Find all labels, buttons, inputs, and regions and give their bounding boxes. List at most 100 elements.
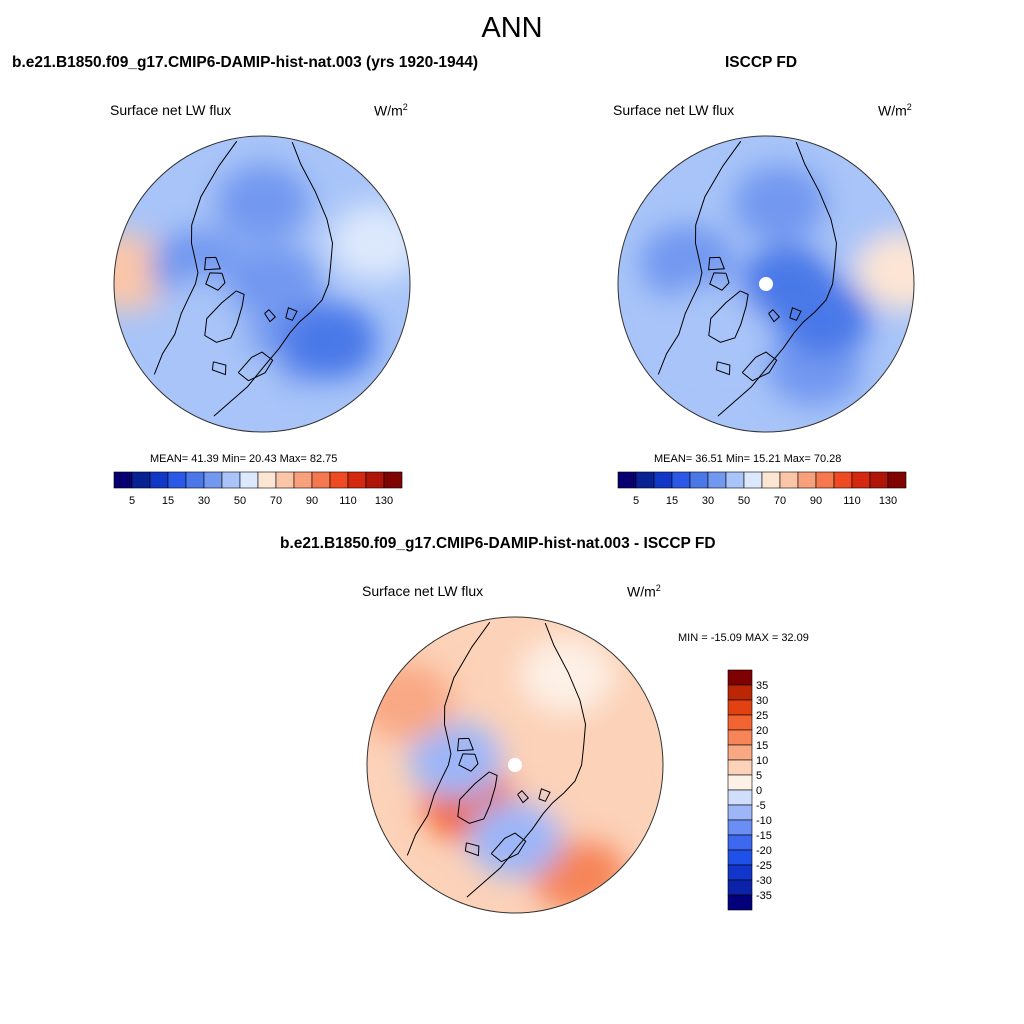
colorbar-swatch xyxy=(167,471,187,489)
colorbar-swatch xyxy=(727,744,753,761)
coastline-0 xyxy=(153,140,238,375)
colorbar-swatch xyxy=(725,471,745,489)
colorbar-swatch xyxy=(727,849,753,866)
colorbar-swatch xyxy=(815,471,835,489)
polar-data-gap xyxy=(759,277,773,291)
coastline-7 xyxy=(204,256,222,271)
field-region-canada-archipelago xyxy=(408,721,504,799)
coastline-6 xyxy=(458,753,479,772)
coastline-0 xyxy=(406,621,491,856)
colorbar-tick-label: 110 xyxy=(339,495,357,507)
colorbar-tick-label: 130 xyxy=(375,495,393,507)
field-region-pacific-margin-west xyxy=(114,233,173,311)
colorbar-swatch xyxy=(779,471,799,489)
panel-1-map xyxy=(113,135,411,433)
coastline-6 xyxy=(205,272,226,291)
colorbar-swatch xyxy=(727,819,753,836)
colorbar-swatch xyxy=(727,879,753,896)
colorbar-swatch xyxy=(727,669,753,686)
colorbar-tick-label: 110 xyxy=(843,495,861,507)
colorbar-tick-label: -20 xyxy=(756,845,772,857)
colorbar-swatch xyxy=(727,714,753,731)
coastline-8 xyxy=(464,842,480,857)
colorbar-tick-label: 70 xyxy=(774,495,786,507)
panel-3-variable: Surface net LW flux xyxy=(362,583,484,599)
colorbar-tick-label: -5 xyxy=(756,800,766,812)
field-region-europe xyxy=(187,345,283,423)
colorbar-tick-label: 0 xyxy=(756,785,762,797)
panel-2-map xyxy=(617,135,915,433)
colorbar-tick-label: -10 xyxy=(756,815,772,827)
coastline-5 xyxy=(789,307,802,321)
panel-3-map xyxy=(366,616,664,914)
coastline-3 xyxy=(741,351,778,382)
coastline-7 xyxy=(457,737,475,752)
colorbar-swatch xyxy=(689,471,709,489)
panel-3-stats: MIN = -15.09 MAX = 32.09 xyxy=(678,632,809,644)
colorbar-swatch xyxy=(727,774,753,791)
field-region-north-atlantic-east xyxy=(328,204,410,281)
colorbar-tick-label: 30 xyxy=(702,495,714,507)
colorbar-tick-label: 5 xyxy=(633,495,639,507)
panel-3-colorbar: 35 30 25 20 15 10 5 0 -5 -10 -15 -20 -25 -30 -35 xyxy=(727,669,772,911)
colorbar-tick-label: 35 xyxy=(756,680,768,692)
colorbar-swatch xyxy=(727,834,753,851)
map-boundary-circle xyxy=(113,135,411,433)
colorbar-swatch xyxy=(329,471,349,489)
colorbar-tick-label: 15 xyxy=(666,495,678,507)
colorbar-tick-label: 90 xyxy=(810,495,822,507)
coastline-4 xyxy=(264,308,277,323)
field-region-bering-sea xyxy=(214,164,310,242)
colorbar-swatch xyxy=(131,471,151,489)
colorbar-swatch xyxy=(727,759,753,776)
coastline-6 xyxy=(709,272,730,291)
colorbar-swatch xyxy=(727,684,753,701)
colorbar-swatch xyxy=(347,471,367,489)
colorbar-swatch xyxy=(275,471,295,489)
panel-2-units: W/m2 xyxy=(878,102,912,119)
colorbar-swatch xyxy=(743,471,763,489)
panel-2-variable: Surface net LW flux xyxy=(613,102,735,118)
field-region-greenland xyxy=(664,283,759,361)
panel-1-units: W/m2 xyxy=(374,102,408,119)
field-region-siberia xyxy=(776,278,872,356)
colorbar-tick-label: 5 xyxy=(129,495,135,507)
colorbar-tick-label: 50 xyxy=(234,495,246,507)
coastline-1 xyxy=(457,771,498,824)
colorbar-swatch xyxy=(727,894,753,911)
panel-2-colorbar: 5 15 30 50 70 90 110 130 xyxy=(617,471,907,507)
field-region-north-pacific xyxy=(519,636,615,714)
coastline-5 xyxy=(538,788,551,802)
colorbar-swatch xyxy=(851,471,871,489)
coastline-4 xyxy=(768,308,781,323)
colorbar-tick-label: 10 xyxy=(756,755,768,767)
colorbar-tick-label: 25 xyxy=(756,710,768,722)
field-region-canada xyxy=(640,224,735,302)
figure-title: ANN xyxy=(481,12,543,44)
panel-1-title: b.e21.B1850.f09_g17.CMIP6-DAMIP-hist-nat… xyxy=(12,54,479,71)
panel-2-title: ISCCP FD xyxy=(725,54,798,71)
coastline-8 xyxy=(715,361,731,376)
panel-3-units: W/m2 xyxy=(627,583,661,600)
colorbar-swatch xyxy=(671,471,691,489)
colorbar-tick-label: 130 xyxy=(879,495,897,507)
colorbar-tick-label: 5 xyxy=(756,770,762,782)
coastline-4 xyxy=(517,789,530,804)
coastline-8 xyxy=(211,361,227,376)
panel-1-stats: MEAN= 41.39 Min= 20.43 Max= 82.75 xyxy=(150,453,338,465)
field-region-eurasia-interior xyxy=(282,302,378,380)
colorbar-swatch xyxy=(727,864,753,881)
coastline-3 xyxy=(490,832,527,863)
field-region-north-america-south xyxy=(367,663,454,741)
colorbar-swatch xyxy=(727,699,753,716)
colorbar-tick-label: 15 xyxy=(162,495,174,507)
colorbar-swatch xyxy=(383,471,403,489)
field-region-scandinavia xyxy=(467,800,563,878)
colorbar-tick-label: 15 xyxy=(756,740,768,752)
field-region-arctic-ocean xyxy=(226,245,322,323)
coastline-5 xyxy=(285,307,298,321)
colorbar-tick-label: 50 xyxy=(738,495,750,507)
colorbar-swatch xyxy=(617,471,637,489)
coastline-1 xyxy=(204,290,245,343)
colorbar-tick-label: -25 xyxy=(756,860,772,872)
